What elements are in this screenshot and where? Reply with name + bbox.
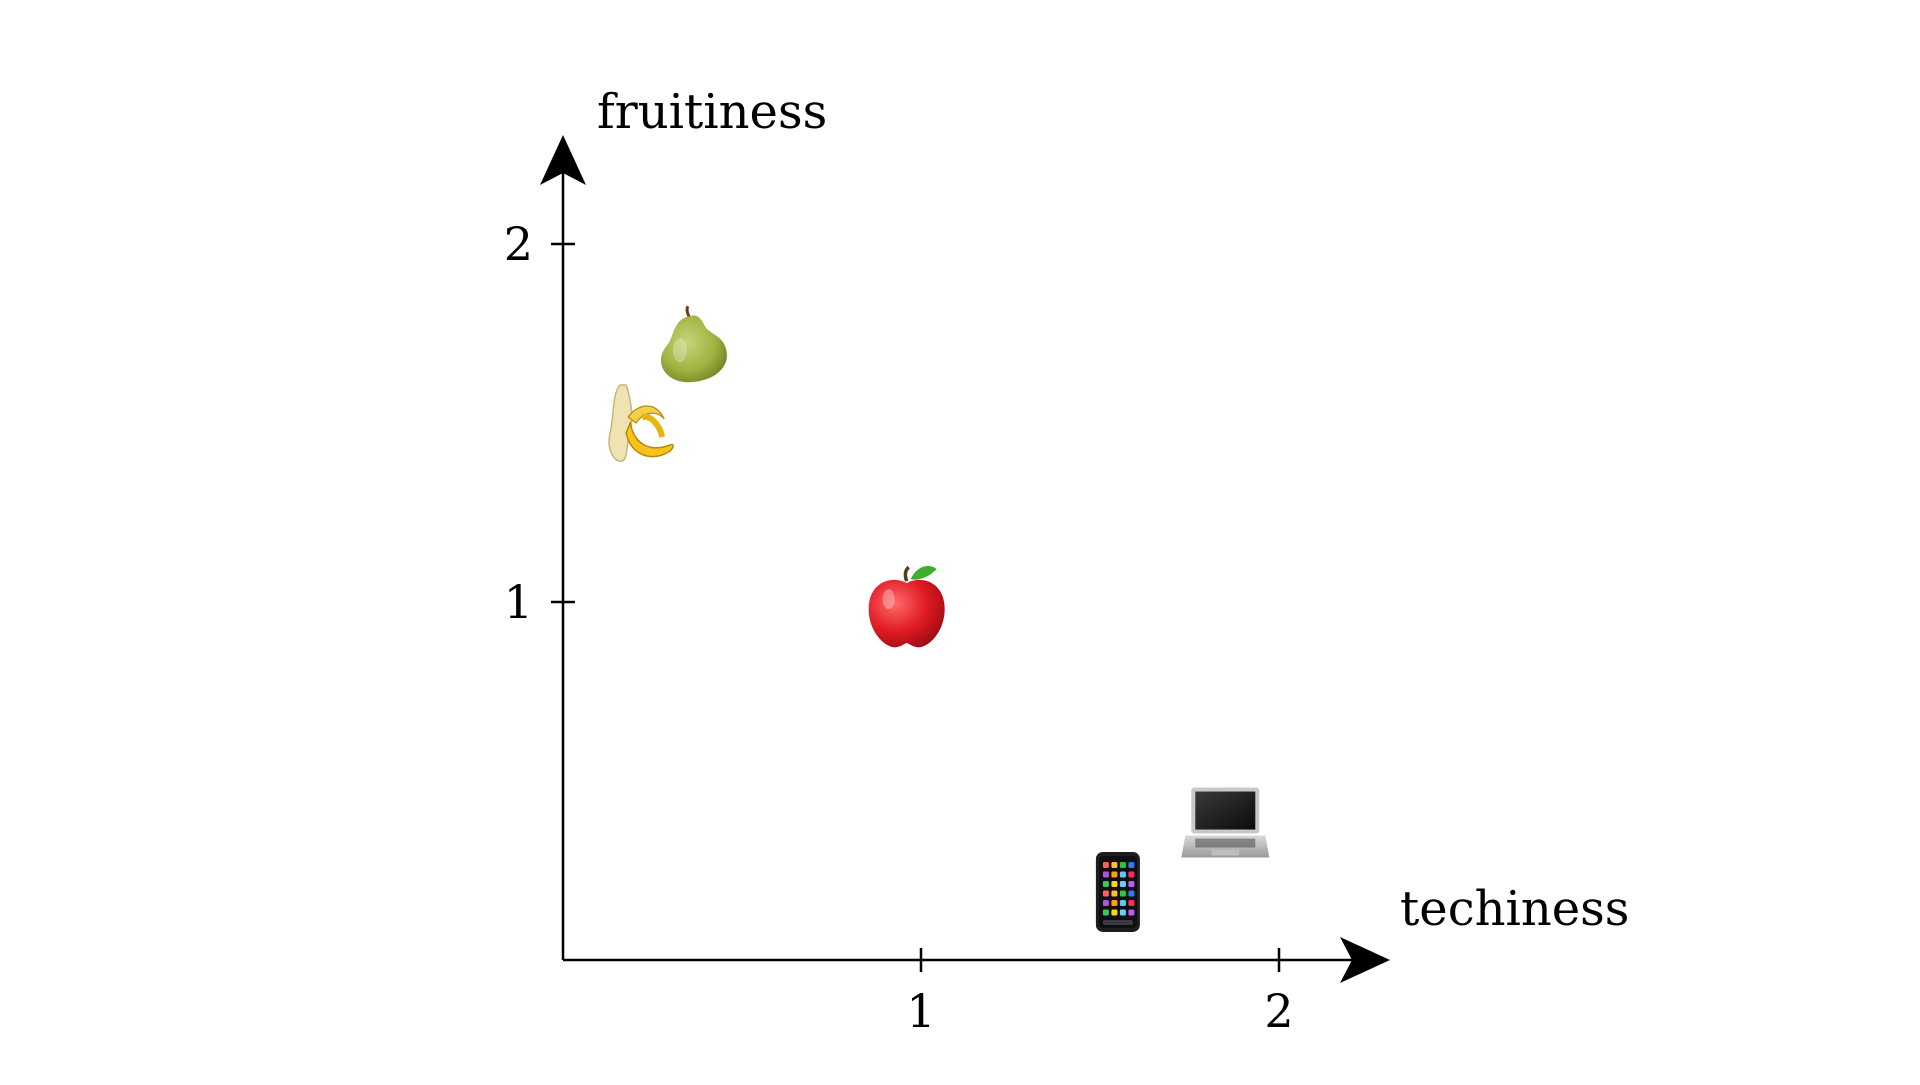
x-tick-label: 1 <box>906 984 935 1038</box>
x-axis-arrow <box>1340 937 1390 983</box>
laptop-icon <box>1181 787 1270 858</box>
y-tick-label: 1 <box>504 575 533 629</box>
ticks-layer: 1 2 1 2 <box>504 217 1294 1038</box>
x-tick-label: 2 <box>1264 984 1293 1038</box>
apple-icon <box>868 565 945 648</box>
x-axis-label: techiness <box>1400 881 1629 937</box>
y-tick-label: 2 <box>504 217 533 271</box>
points-layer <box>608 305 1270 932</box>
y-axis-arrow <box>540 135 586 185</box>
banana-icon <box>608 384 674 462</box>
phone-icon <box>1095 851 1140 932</box>
y-axis-label: fruitiness <box>597 84 827 140</box>
pear-icon <box>660 305 727 383</box>
